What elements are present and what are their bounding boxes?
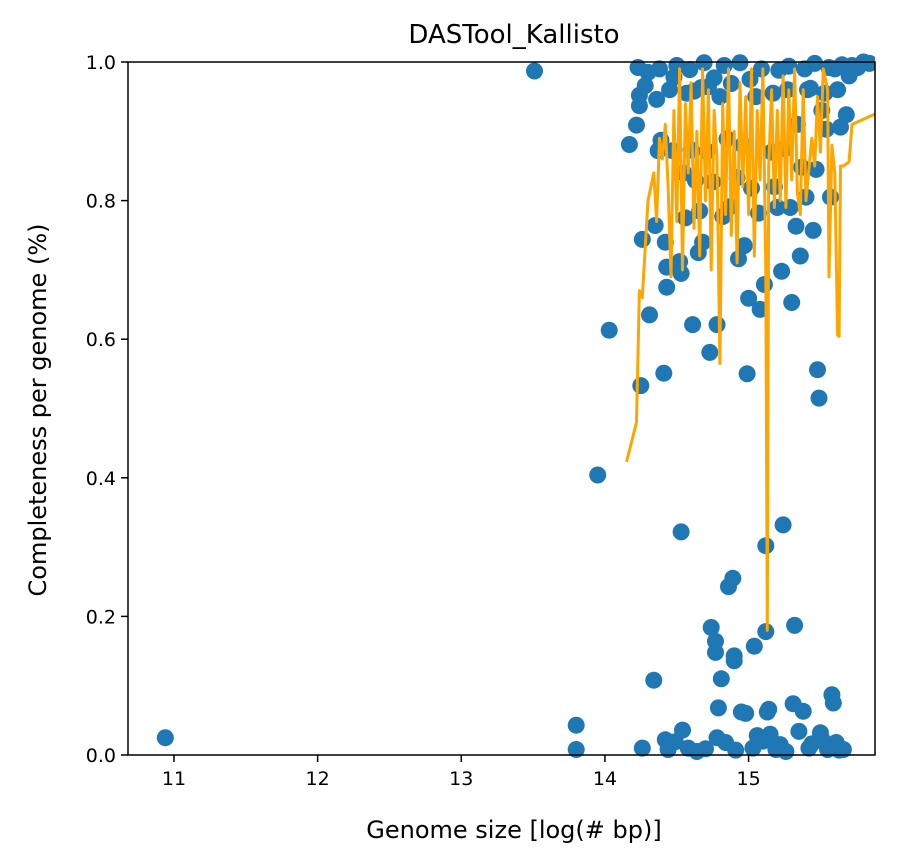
scatter-point (697, 740, 714, 758)
scatter-point (834, 741, 852, 758)
scatter-point (760, 700, 778, 718)
scatter-point (743, 179, 760, 197)
scatter-point (681, 61, 699, 79)
scatter-point (737, 704, 755, 722)
x-tick-label: 12 (306, 768, 330, 790)
scatter-point (708, 316, 726, 334)
scatter-point (774, 516, 792, 534)
x-axis-title: Genome size [log(# bp)] (366, 816, 661, 844)
scatter-point (786, 616, 804, 634)
scatter-point (655, 364, 673, 382)
y-tick-label: 0.2 (86, 606, 116, 628)
plot-frame (127, 61, 876, 756)
scatter-point (715, 57, 733, 74)
scatter-point (791, 247, 809, 265)
scatter-point (724, 569, 742, 587)
y-tick-label: 1.0 (86, 52, 116, 74)
scatter-point (707, 643, 724, 661)
scatter-point (701, 343, 719, 361)
scatter-point (787, 217, 805, 235)
scatter-point (804, 221, 822, 239)
scatter-point (837, 106, 855, 124)
scatter-point (589, 466, 607, 484)
scatter-point (672, 264, 690, 282)
scatter-point (672, 523, 690, 541)
y-axis-title: Completeness per genome (%) (24, 224, 52, 597)
scatter-point (600, 321, 618, 339)
scatter-point (645, 671, 663, 689)
scatter-point (783, 294, 801, 311)
scatter-point (526, 62, 543, 80)
plot-area (156, 53, 875, 760)
scatter-point (705, 69, 723, 87)
scatter-point (757, 623, 775, 641)
scatter-point (156, 729, 174, 747)
scatter-point (794, 702, 812, 720)
scatter-point (709, 699, 727, 717)
chart-title: DASTool_Kallisto (408, 20, 619, 50)
scatter-point (738, 365, 756, 383)
scatter-point (567, 716, 585, 734)
scatter-point (633, 230, 651, 248)
scatter-point (740, 289, 758, 307)
scatter-point (790, 722, 808, 740)
scatter-point (630, 97, 648, 115)
scatter-point (658, 278, 676, 296)
scatter-point (632, 377, 650, 395)
scatter-point (727, 741, 745, 759)
scatter-point (773, 262, 791, 280)
x-tick-label: 11 (162, 768, 186, 790)
scatter-point (702, 619, 720, 636)
y-axis: 0.0 0.2 0.4 0.6 0.8 1.0 (86, 52, 128, 767)
scatter-point (567, 741, 585, 758)
trend-line (625, 67, 875, 632)
y-tick-label: 0.8 (86, 191, 116, 213)
scatter-point (809, 361, 826, 379)
scatter-point (633, 739, 651, 757)
scatter-point (777, 743, 795, 760)
scatter-point (674, 721, 691, 739)
scatter-point (628, 116, 645, 134)
scatter-point (651, 60, 668, 78)
y-tick-label: 0.6 (86, 329, 116, 351)
scatter-point (806, 54, 824, 72)
scatter-point (829, 81, 847, 99)
scatter-point (801, 79, 819, 97)
scatter-point (641, 306, 658, 324)
scatter-point (684, 316, 702, 334)
scatter-point (694, 233, 712, 251)
scatter-point (810, 389, 828, 407)
scatter-point (636, 77, 654, 95)
x-axis: 11 12 13 14 15 (162, 755, 761, 790)
scatter-point (860, 54, 875, 72)
x-tick-label: 14 (593, 768, 617, 790)
y-tick-label: 0.0 (86, 745, 116, 767)
scatter-point (745, 637, 763, 655)
scatter-point (824, 694, 842, 712)
scatter-point (646, 217, 664, 234)
y-tick-label: 0.4 (86, 468, 116, 490)
x-tick-label: 13 (449, 768, 473, 790)
scatter-point (648, 90, 666, 108)
scatter-point (735, 237, 753, 255)
scatter-point (781, 199, 799, 216)
scatter-point (711, 88, 729, 106)
scatter-point (712, 670, 730, 688)
scatter-point (722, 75, 740, 92)
x-tick-label: 15 (736, 768, 760, 790)
scatter-point (751, 300, 769, 318)
scatter-point (725, 652, 743, 670)
scatter-point (620, 136, 638, 153)
scatter-point (807, 160, 825, 178)
